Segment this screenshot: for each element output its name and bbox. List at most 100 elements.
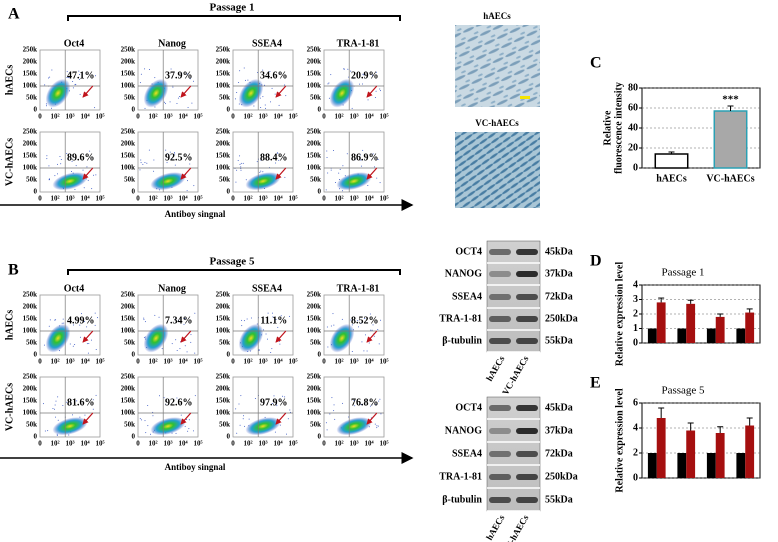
event-dot [191, 102, 193, 104]
event-dot [351, 350, 353, 352]
event-dot [367, 99, 369, 101]
event-dot [87, 179, 89, 181]
axis-label: Antiboy singnal [165, 462, 226, 472]
y-tick-label: 200k [216, 58, 231, 66]
y-tick-label: 0 [132, 106, 136, 114]
event-dot [95, 174, 97, 176]
event-dot [344, 68, 346, 70]
band [516, 316, 538, 322]
event-dot [74, 343, 76, 345]
y-tick-label: 50k [310, 176, 321, 184]
y-tick-label: 50k [26, 339, 37, 347]
event-dot [360, 404, 362, 406]
bar [647, 328, 657, 343]
y-tick-label: 0 [633, 472, 638, 483]
event-dot [267, 312, 269, 314]
event-dot [289, 409, 291, 411]
arrow [366, 167, 378, 180]
event-dot [175, 432, 177, 434]
band [489, 271, 511, 277]
event-dot [351, 107, 353, 109]
event-dot [354, 159, 356, 161]
size-label: 45kDa [545, 402, 573, 413]
event-dot [54, 319, 56, 321]
event-dot [153, 170, 155, 172]
y-tick-label: 200k [121, 385, 136, 393]
x-tick-label: 10⁴ [273, 440, 283, 448]
density-cloud [336, 417, 372, 436]
event-dot [287, 418, 289, 420]
y-tick-label: 250k [121, 291, 136, 299]
y-tick-label: 150k [23, 315, 38, 323]
event-dot [181, 93, 183, 95]
event-dot [236, 169, 238, 171]
event-dot [139, 418, 141, 420]
event-dot [166, 162, 168, 164]
event-dot [371, 404, 373, 406]
event-dot [258, 349, 260, 351]
event-dot [279, 343, 281, 345]
y-tick-label: 0 [227, 351, 231, 359]
y-tick-label: 150k [216, 70, 231, 78]
event-dot [235, 408, 237, 410]
event-dot [75, 165, 77, 167]
x-tick-label: 10⁴ [273, 358, 283, 366]
protein-label: β-tubulin [442, 494, 482, 505]
plot-frame [323, 49, 385, 111]
event-dot [235, 181, 237, 183]
x-tick-label: 10⁴ [178, 358, 188, 366]
event-dot [327, 83, 329, 85]
column-label: SSEA4 [252, 38, 282, 49]
event-dot [259, 171, 261, 173]
event-dot [374, 166, 376, 168]
x-tick-label: 0 [322, 113, 326, 121]
y-tick-label: 250k [307, 46, 322, 54]
y-tick-label: 200k [307, 303, 322, 311]
row-label: VC-hAECs [4, 383, 15, 431]
x-tick-label: 10⁵ [379, 440, 388, 448]
y-tick-label: 0 [318, 351, 322, 359]
percentage: 89.6% [67, 153, 95, 164]
lane-label: hAECs [484, 354, 507, 383]
bar [736, 328, 746, 343]
event-dot [69, 343, 71, 345]
event-dot [43, 344, 45, 346]
micrograph-label: hAECs [483, 11, 511, 21]
event-dot [247, 79, 249, 81]
x-tick-label: 10⁵ [288, 195, 297, 203]
x-tick-label: 10⁴ [80, 440, 90, 448]
y-tick-label: 100k [216, 164, 231, 172]
bracket [67, 15, 401, 21]
event-dot [362, 149, 364, 151]
arrow [275, 412, 287, 425]
x-tick-label: hAECs [656, 173, 687, 184]
y-tick-label: 0 [227, 106, 231, 114]
x-tick-label: 10⁴ [273, 195, 283, 203]
y-tick-label: 50k [219, 421, 230, 429]
y-tick-label: 200k [23, 303, 38, 311]
y-tick-label: 250k [121, 373, 136, 381]
event-dot [60, 163, 62, 165]
event-dot [72, 80, 74, 82]
event-dot [330, 169, 332, 171]
arrow [366, 85, 378, 98]
arrow [180, 412, 192, 425]
y-tick-label: 2 [633, 308, 638, 319]
event-dot [325, 422, 327, 424]
event-dot [79, 324, 81, 326]
event-dot [236, 432, 238, 434]
x-tick-label: 10⁴ [178, 113, 188, 121]
event-dot [161, 348, 163, 350]
y-tick-label: 40 [628, 122, 638, 133]
y-tick-label: 100k [216, 327, 231, 335]
y-tick-label: 0 [34, 188, 38, 196]
event-dot [275, 162, 277, 164]
event-dot [244, 425, 246, 427]
y-tick-label: 200k [216, 303, 231, 311]
event-dot [186, 190, 188, 192]
x-tick-label: 10³ [349, 113, 358, 121]
x-tick-label: 10⁴ [364, 195, 374, 203]
event-dot [239, 424, 241, 426]
event-dot [79, 78, 81, 80]
event-dot [239, 163, 241, 165]
